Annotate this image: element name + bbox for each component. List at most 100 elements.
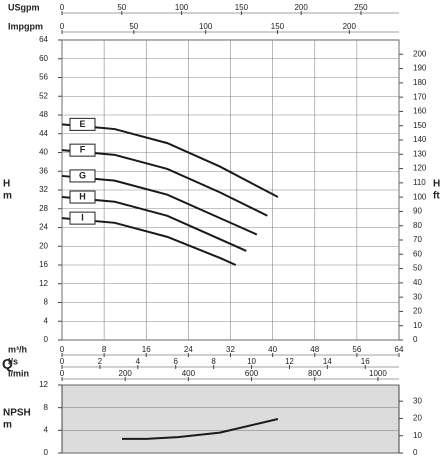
x-tick-label: 24 xyxy=(184,345,193,354)
y2-tick-label: 0 xyxy=(413,448,418,457)
y2-tick-label: 110 xyxy=(413,178,426,187)
y-tick-label: 20 xyxy=(39,241,48,250)
y-tick-label: 32 xyxy=(39,185,48,194)
y-tick-label: 28 xyxy=(39,204,48,213)
legend-label: G xyxy=(79,170,86,180)
y2-tick-label: 100 xyxy=(413,192,427,201)
curve xyxy=(122,418,279,440)
y-tick-label: 16 xyxy=(39,260,48,269)
x-tick-label: 64 xyxy=(395,345,404,354)
axis-label: l/s xyxy=(8,356,18,366)
y2-tick-label: 10 xyxy=(413,431,422,440)
curve xyxy=(61,149,268,217)
x-tick-label: 0 xyxy=(60,369,65,378)
y2-tick-label: 40 xyxy=(413,278,422,287)
y2-tick-label: 120 xyxy=(413,164,427,173)
x-tick-label: 0 xyxy=(60,22,65,31)
y-tick-label: 52 xyxy=(39,91,48,100)
x-tick-label: 14 xyxy=(323,357,332,366)
x-tick-label: 32 xyxy=(226,345,235,354)
legend-box xyxy=(69,190,96,204)
axis-label: USgpm xyxy=(8,2,40,12)
axis-label: l/min xyxy=(8,368,29,378)
y2-tick-label: 70 xyxy=(413,235,422,244)
y2-tick-label: 150 xyxy=(413,121,427,130)
y-tick-label: 40 xyxy=(39,148,48,157)
legend-box xyxy=(69,169,96,183)
curve xyxy=(61,123,279,198)
y2-tick-label: 10 xyxy=(413,321,422,330)
x-tick-label: 8 xyxy=(211,357,216,366)
x-tick-label: 0 xyxy=(60,345,65,354)
y2-tick-label: 200 xyxy=(413,49,427,58)
quantity-label: Q xyxy=(2,356,13,372)
legend-box xyxy=(69,143,96,157)
y-tick-label: 60 xyxy=(39,54,48,63)
legend-label: I xyxy=(81,213,84,223)
legend-box xyxy=(69,117,96,131)
x-tick-label: 50 xyxy=(129,22,138,31)
y2-tick-label: 0 xyxy=(413,335,418,344)
y2-unit: ft xyxy=(433,191,440,202)
y-tick-label: 0 xyxy=(44,335,49,344)
x-tick-label: 800 xyxy=(308,369,322,378)
y-tick-label: 12 xyxy=(39,279,48,288)
x-tick-label: 6 xyxy=(173,357,178,366)
x-tick-label: 10 xyxy=(247,357,256,366)
y-tick-label: 0 xyxy=(44,448,49,457)
y-tick-label: 4 xyxy=(44,316,49,325)
x-tick-label: 0 xyxy=(60,357,65,366)
y2-tick-label: 30 xyxy=(413,292,422,301)
x-tick-label: 4 xyxy=(136,357,141,366)
y2-tick-label: 30 xyxy=(413,396,422,405)
legend-label: H xyxy=(79,191,86,201)
legend-box xyxy=(69,211,96,225)
y2-tick-label: 90 xyxy=(413,207,422,216)
y2-tick-label: 20 xyxy=(413,307,422,316)
y2-tick-label: 50 xyxy=(413,264,422,273)
x-tick-label: 0 xyxy=(60,3,65,12)
y-tick-label: 8 xyxy=(44,298,49,307)
x-tick-label: 150 xyxy=(235,3,249,12)
y2-tick-label: 140 xyxy=(413,135,427,144)
x-tick-label: 50 xyxy=(117,3,126,12)
y-tick-label: 48 xyxy=(39,110,48,119)
y2-tick-label: 180 xyxy=(413,78,427,87)
y-tick-label: 44 xyxy=(39,129,48,138)
x-tick-label: 100 xyxy=(199,22,213,31)
y2-tick-label: 20 xyxy=(413,414,422,423)
y-unit: m xyxy=(3,420,12,431)
y2-tick-label: 170 xyxy=(413,92,427,101)
x-tick-label: 400 xyxy=(182,369,196,378)
x-tick-label: 12 xyxy=(285,357,294,366)
y-tick-label: 64 xyxy=(39,35,48,44)
x-tick-label: 200 xyxy=(343,22,357,31)
x-tick-label: 150 xyxy=(271,22,285,31)
y2-tick-label: 80 xyxy=(413,221,422,230)
y-tick-label: 8 xyxy=(44,403,49,412)
x-tick-label: 250 xyxy=(354,3,368,12)
legend-label: E xyxy=(79,119,85,129)
x-tick-label: 8 xyxy=(102,345,107,354)
y-tick-label: 36 xyxy=(39,166,48,175)
y2-tick-label: 60 xyxy=(413,249,422,258)
curve xyxy=(61,174,258,236)
x-tick-label: 200 xyxy=(294,3,308,12)
y2-label: H xyxy=(433,179,440,190)
y-label: H xyxy=(3,179,10,190)
axis-label: m³/h xyxy=(8,344,27,354)
y-label: NPSH xyxy=(3,408,31,419)
curve xyxy=(61,217,237,266)
y-tick-label: 24 xyxy=(39,223,48,232)
x-tick-label: 1000 xyxy=(369,369,387,378)
x-tick-label: 56 xyxy=(352,345,361,354)
y2-tick-label: 130 xyxy=(413,149,427,158)
x-tick-label: 2 xyxy=(98,357,103,366)
legend-label: F xyxy=(80,145,86,155)
y-tick-label: 56 xyxy=(39,73,48,82)
x-tick-label: 48 xyxy=(310,345,319,354)
x-tick-label: 16 xyxy=(361,357,370,366)
x-tick-label: 16 xyxy=(142,345,151,354)
y-tick-label: 4 xyxy=(44,425,49,434)
